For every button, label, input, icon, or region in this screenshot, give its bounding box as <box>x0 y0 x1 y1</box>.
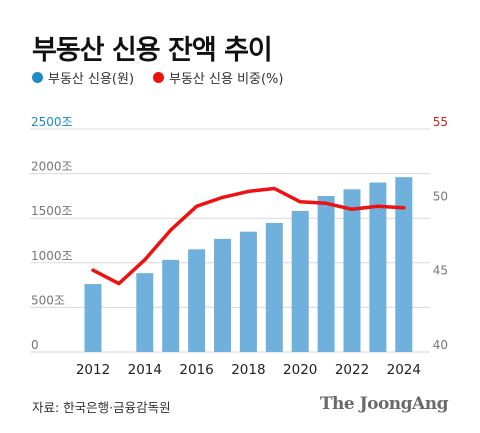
x-tick-label: 2024 <box>387 362 421 378</box>
chart-title: 부동산 신용 잔액 추이 <box>32 35 273 66</box>
bar <box>239 231 257 352</box>
source-note: 자료: 한국은행·금융감독원 <box>32 400 171 415</box>
bar <box>136 273 154 352</box>
x-tick-label: 2018 <box>231 362 265 378</box>
bar <box>84 284 102 352</box>
y-right-tick-label: 55 <box>433 115 448 129</box>
bar <box>317 195 335 352</box>
bar <box>395 177 413 352</box>
legend-line-label: 부동산 신용 비중(%) <box>169 72 284 87</box>
x-tick-label: 2020 <box>283 362 317 378</box>
x-tick-label: 2012 <box>76 362 110 378</box>
bar <box>188 249 206 352</box>
y-left-tick-label: 1500조 <box>31 204 73 218</box>
legend-item-line: 부동산 신용 비중(%) <box>153 68 283 87</box>
legend-bar-swatch <box>32 72 43 83</box>
x-tick-label: 2022 <box>335 362 369 378</box>
legend-item-bar: 부동산 신용(원) <box>32 68 134 87</box>
legend-bar-label: 부동산 신용(원) <box>48 72 135 87</box>
y-left-tick-label: 2000조 <box>31 160 73 174</box>
y-right-tick-label: 45 <box>433 264 448 278</box>
bar <box>265 222 283 352</box>
y-left-tick-label: 500조 <box>31 293 65 307</box>
legend-line-swatch <box>153 72 164 83</box>
brand-logo: The JoongAng <box>319 394 449 414</box>
bar <box>343 189 361 352</box>
y-left-tick-label: 0 <box>31 338 39 352</box>
bar <box>214 238 231 352</box>
y-left-tick-label: 1000조 <box>31 249 73 263</box>
y-left-tick-label: 2500조 <box>31 115 73 129</box>
y-right-tick-label: 50 <box>433 189 448 203</box>
x-tick-label: 2016 <box>179 362 213 378</box>
x-tick-label: 2014 <box>128 362 162 378</box>
y-right-tick-label: 40 <box>433 338 448 352</box>
bar <box>369 182 387 352</box>
bar <box>291 210 309 352</box>
bar <box>162 259 180 352</box>
